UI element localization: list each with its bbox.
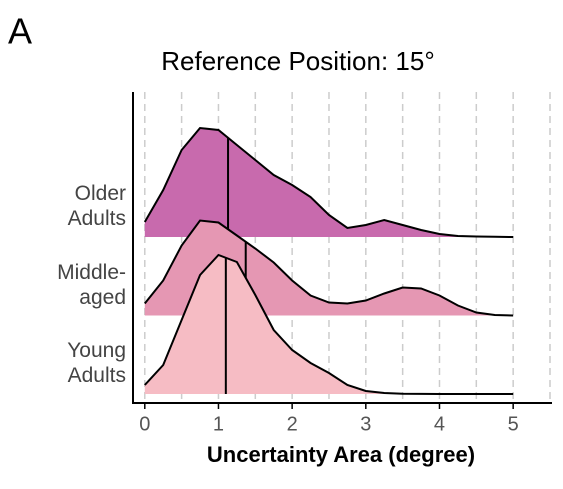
x-axis-label: Uncertainty Area (degree) <box>207 442 475 467</box>
series-label: Older Adults <box>67 182 126 230</box>
ridge-line <box>144 219 514 317</box>
x-tick-label: 3 <box>360 413 371 435</box>
x-tick-label: 4 <box>434 413 445 435</box>
x-tick-label: 5 <box>508 413 519 435</box>
x-tick-label: 2 <box>287 413 298 435</box>
ridge-line <box>143 126 514 238</box>
series-label: Young Adults <box>67 339 126 387</box>
ridge-area <box>144 128 514 237</box>
x-tick-label: 0 <box>139 413 150 435</box>
chart-title: Reference Position: 15° <box>161 46 434 76</box>
panel-label: A <box>8 11 32 52</box>
ridge-line <box>144 253 514 395</box>
x-tick-label: 1 <box>213 413 224 435</box>
series-label: Middle-aged <box>57 260 126 309</box>
ridge-area <box>144 255 514 394</box>
